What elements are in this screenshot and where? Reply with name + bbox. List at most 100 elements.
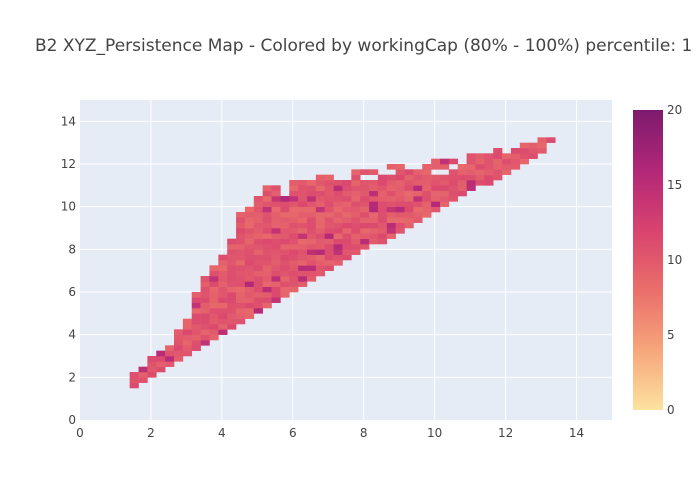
heatmap-cell [502,169,512,175]
heatmap-cell [431,185,441,191]
heatmap-cell [262,196,272,202]
heatmap-cell [298,270,308,277]
heatmap-cell [236,249,246,255]
heatmap-cell [377,222,388,229]
heatmap-cell [351,217,361,223]
heatmap-cell [466,158,476,165]
heatmap-cell [298,249,308,255]
heatmap-cell [298,190,308,197]
heatmap-cell [227,238,237,245]
heatmap-cell [236,302,246,309]
heatmap-cell [413,180,423,186]
heatmap-cell [369,238,379,245]
heatmap-cell [253,265,263,271]
chart-title: B2 XYZ_Persistence Map - Colored by work… [35,36,692,56]
heatmap-cell [386,206,396,213]
heatmap-cell [253,302,263,309]
heatmap-cell [271,254,281,261]
heatmap-cell [369,222,379,229]
heatmap-cell [404,196,414,202]
heatmap-cell [306,217,317,223]
heatmap-cell [369,185,379,191]
heatmap-cell [165,356,175,362]
heatmap-cell [209,313,219,319]
heatmap-cell [306,206,317,213]
x-tick-label: 2 [147,426,155,440]
y-tick-label: 8 [68,242,76,256]
heatmap-cell [271,244,281,250]
heatmap-cell [200,281,210,287]
heatmap-cell [386,190,396,197]
heatmap-cell [377,201,388,207]
heatmap-cell [315,217,326,223]
heatmap-cell [298,206,308,213]
heatmap-cell [413,190,423,197]
heatmap-cell [227,281,237,287]
heatmap-cell [324,185,334,191]
heatmap-cell [519,153,529,159]
heatmap-cell [244,292,255,298]
heatmap-cell [289,228,299,234]
heatmap-cell [395,174,405,181]
heatmap-cell [262,265,272,271]
heatmap-cell [466,185,476,191]
heatmap-cell [236,270,246,277]
heatmap-cell [351,244,361,250]
heatmap-cell [386,228,396,234]
heatmap-cell [431,174,441,181]
heatmap-cell [236,233,246,239]
heatmap-cell [244,260,255,266]
heatmap-cell [448,196,459,202]
heatmap-cell [324,228,334,234]
heatmap-cell [191,297,201,303]
heatmap-cell [236,212,246,218]
heatmap-cell [431,201,441,207]
heatmap-cell [377,196,388,202]
heatmap-cell [138,377,148,383]
colorbar-tick-label: 10 [667,253,682,267]
heatmap-cell [324,201,334,207]
heatmap-cell [377,217,388,223]
heatmap-cell [439,180,450,186]
heatmap-cell [306,244,317,250]
heatmap-cell [289,238,299,245]
heatmap-cell [280,238,290,245]
heatmap-cell [342,222,352,229]
heatmap-cell [439,174,450,181]
heatmap-cell [182,324,193,330]
heatmap-cell [369,169,379,175]
heatmap-cell [369,201,379,207]
heatmap-cell [404,222,414,229]
heatmap-cell [404,201,414,207]
heatmap-cell [306,196,317,202]
colorbar-tick-label: 0 [667,403,675,417]
heatmap-cell [191,318,201,325]
heatmap-cell [448,190,459,197]
heatmap-cell [253,222,263,229]
heatmap-cell [280,244,290,250]
heatmap-cell [333,233,343,239]
heatmap-cell [262,206,272,213]
heatmap-cell [200,313,210,319]
heatmap-cell [351,228,361,234]
heatmap-cell [333,244,343,250]
heatmap-cell [386,217,396,223]
heatmap-cell [324,190,334,197]
heatmap-cell [236,217,246,223]
heatmap-cell [236,238,246,245]
heatmap-cell [218,297,228,303]
heatmap-cell [271,196,281,202]
heatmap-cell [360,206,370,213]
heatmap-cell [502,164,512,170]
heatmap-cell [333,249,343,255]
heatmap-cell [271,228,281,234]
heatmap-cell [404,217,414,223]
heatmap-cell [236,297,246,303]
heatmap-cell [386,174,396,181]
heatmap-cell [360,238,370,245]
heatmap-cell [386,185,396,191]
heatmap-cell [209,334,219,341]
heatmap-cell [315,180,326,186]
heatmap-cell [209,308,219,314]
heatmap-cell [298,244,308,250]
